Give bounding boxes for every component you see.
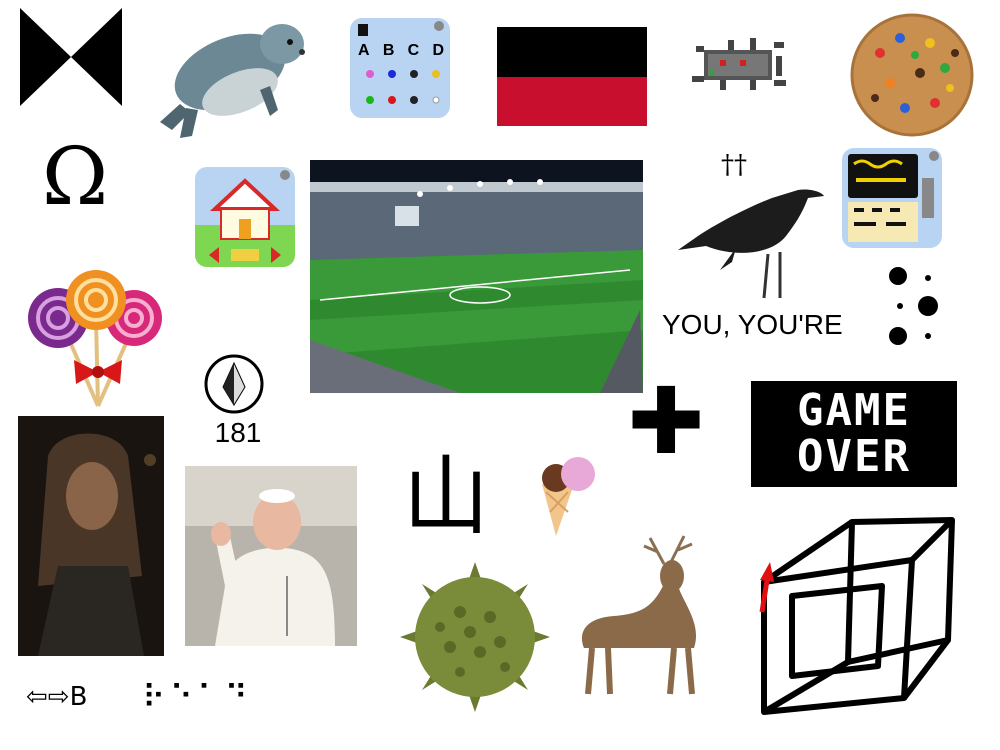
tile-letter: C [407, 42, 420, 59]
house-tile-icon [195, 167, 295, 267]
tesseract-icon [752, 516, 960, 720]
tile-letter: D [432, 42, 444, 59]
flag-black-red [497, 27, 647, 126]
color-dots-icon [366, 70, 440, 104]
game-over-line1: GAME [797, 385, 911, 436]
keyboard-abcd-tile: A B C D [350, 18, 450, 118]
braille-dots-icon [886, 264, 942, 348]
game-over-banner: GAME OVER [751, 381, 957, 487]
lollipops-icon [24, 268, 166, 408]
tile-letter: A [358, 42, 370, 59]
cookie-icon [850, 13, 974, 137]
flag-top-band [497, 27, 647, 77]
seal-icon [150, 12, 310, 140]
braille-text: ⠗⠑⠁⠙ [142, 678, 252, 716]
deer-icon [574, 524, 720, 702]
ice-cream-icon [538, 456, 600, 538]
pope-photo [185, 466, 357, 646]
pixel-bug-icon [690, 36, 790, 96]
abcd-row: A B C D [358, 42, 444, 60]
cross-symbol: ✚ [627, 368, 705, 475]
pollen-icon [400, 562, 550, 712]
you-youre-text: YOU, YOU'RE [662, 309, 843, 340]
tile-gear-icon [434, 21, 444, 31]
arrows-b-text: ⇦⇨B [26, 682, 88, 712]
bowtie-icon [20, 8, 122, 106]
stadium-photo [310, 160, 643, 393]
tile-marker-icon [358, 24, 368, 36]
woman-photo [18, 416, 164, 656]
omega-symbol: Ω [41, 130, 109, 223]
game-over-line2: OVER [797, 431, 911, 482]
compass-value: 181 [214, 417, 262, 448]
compass-icon [203, 353, 265, 415]
flag-bottom-band [497, 76, 647, 126]
keyboard-tile-icon [842, 148, 942, 248]
crow-icon [676, 178, 826, 302]
tile-letter: B [382, 42, 395, 59]
mountain-kanji: 山 [403, 447, 489, 547]
double-dagger-symbol: †† [721, 150, 747, 180]
